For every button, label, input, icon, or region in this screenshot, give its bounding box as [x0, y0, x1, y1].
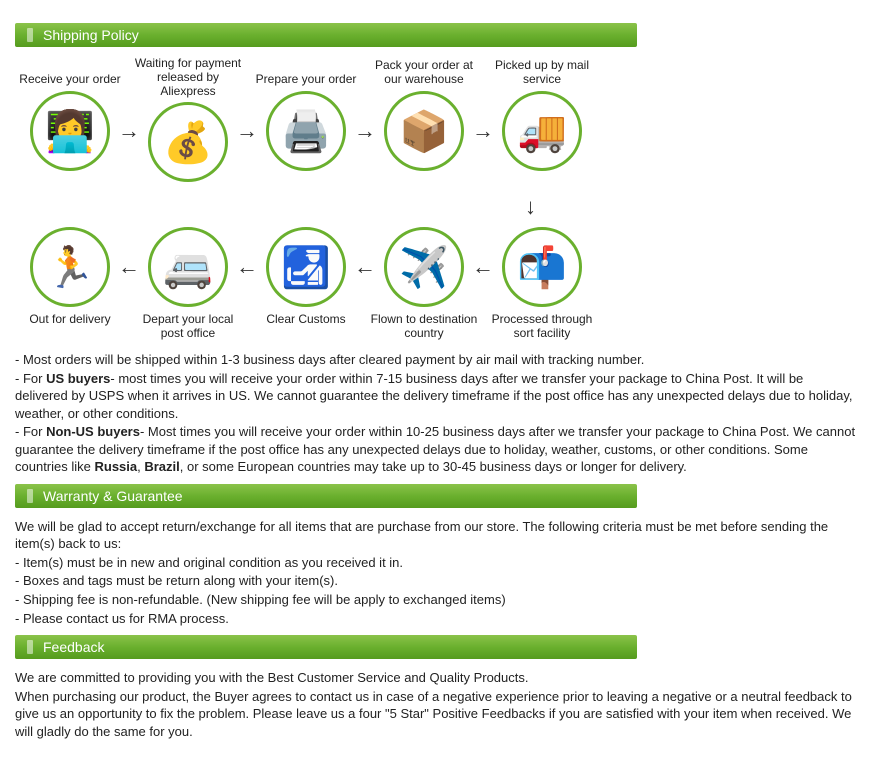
feedback-l1: We are committed to providing you with t…: [15, 669, 858, 687]
step-pack: Pack your order at our warehouse 📦: [369, 57, 479, 171]
shipping-header: Shipping Policy: [15, 23, 637, 47]
arrow-down-icon: ↓: [525, 194, 536, 220]
step-delivery: 🏃 Out for delivery: [15, 227, 125, 327]
arrow-left-icon: →: [361, 227, 369, 307]
pack-icon: 📦: [384, 91, 464, 171]
warranty-header: Warranty & Guarantee: [15, 484, 637, 508]
shipping-line2: - For US buyers- most times you will rec…: [15, 370, 858, 423]
step-label: Out for delivery: [29, 313, 110, 327]
step-label: Waiting for payment released by Aliexpre…: [133, 57, 243, 98]
arrow-right-icon: →: [125, 91, 133, 171]
feedback-header: Feedback: [15, 635, 637, 659]
down-arrow-row: ↓: [15, 192, 858, 222]
warranty-l2: - Item(s) must be in new and original co…: [15, 554, 858, 572]
shipping-title: Shipping Policy: [43, 27, 139, 43]
arrow-left-icon: →: [125, 227, 133, 307]
delivery-icon: 🏃: [30, 227, 110, 307]
flow-row-2: 🏃 Out for delivery → 🚐 Depart your local…: [15, 227, 858, 341]
step-label: Receive your order: [19, 57, 120, 87]
printer-icon: 🖨️: [266, 91, 346, 171]
step-label: Processed through sort facility: [487, 313, 597, 341]
feedback-l2: When purchasing our product, the Buyer a…: [15, 688, 858, 741]
shipping-text: - Most orders will be shipped within 1-3…: [15, 351, 858, 476]
feedback-text: We are committed to providing you with t…: [15, 669, 858, 740]
shipping-line1: - Most orders will be shipped within 1-3…: [15, 351, 858, 369]
plane-icon: ✈️: [384, 227, 464, 307]
step-payment: Waiting for payment released by Aliexpre…: [133, 57, 243, 182]
step-label: Pack your order at our warehouse: [369, 57, 479, 87]
step-label: Depart your local post office: [133, 313, 243, 341]
step-label: Flown to destination country: [369, 313, 479, 341]
customs-icon: 🛃: [266, 227, 346, 307]
truck-icon: 🚚: [502, 91, 582, 171]
step-label: Clear Customs: [266, 313, 345, 327]
step-receive: Receive your order 👩‍💻: [15, 57, 125, 171]
arrow-right-icon: →: [243, 91, 251, 171]
flow-row-1: Receive your order 👩‍💻 → Waiting for pay…: [15, 57, 858, 182]
arrow-right-icon: →: [479, 91, 487, 171]
sort-icon: 📬: [502, 227, 582, 307]
warranty-text: We will be glad to accept return/exchang…: [15, 518, 858, 627]
step-prepare: Prepare your order 🖨️: [251, 57, 361, 171]
step-pickup: Picked up by mail service 🚚: [487, 57, 597, 171]
feedback-title: Feedback: [43, 639, 104, 655]
step-depart: 🚐 Depart your local post office: [133, 227, 243, 341]
arrow-right-icon: →: [361, 91, 369, 171]
van-icon: 🚐: [148, 227, 228, 307]
warranty-l1: We will be glad to accept return/exchang…: [15, 518, 858, 553]
step-sort: 📬 Processed through sort facility: [487, 227, 597, 341]
receive-icon: 👩‍💻: [30, 91, 110, 171]
step-flown: ✈️ Flown to destination country: [369, 227, 479, 341]
warranty-l4: - Shipping fee is non-refundable. (New s…: [15, 591, 858, 609]
step-label: Prepare your order: [256, 57, 357, 87]
warranty-title: Warranty & Guarantee: [43, 488, 183, 504]
step-label: Picked up by mail service: [487, 57, 597, 87]
warranty-l3: - Boxes and tags must be return along wi…: [15, 572, 858, 590]
money-icon: 💰: [148, 102, 228, 182]
warranty-l5: - Please contact us for RMA process.: [15, 610, 858, 628]
arrow-left-icon: →: [243, 227, 251, 307]
arrow-left-icon: →: [479, 227, 487, 307]
shipping-line3: - For Non-US buyers- Most times you will…: [15, 423, 858, 476]
step-customs: 🛃 Clear Customs: [251, 227, 361, 327]
